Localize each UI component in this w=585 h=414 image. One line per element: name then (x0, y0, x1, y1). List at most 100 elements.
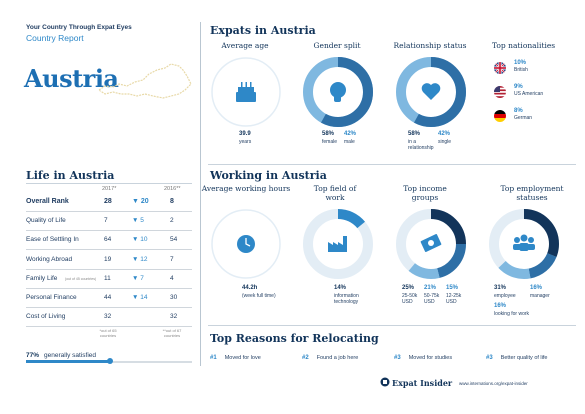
rank-2016: 30 (170, 294, 178, 301)
rank-2017: 28 (104, 198, 112, 205)
reason-number: #2 (302, 355, 309, 361)
satisfied-label: generally satisfied (44, 352, 97, 359)
nationality-item: 9% US American (494, 84, 574, 104)
rank-label-note: (out of 45 countries) (65, 276, 97, 281)
reasons-section-title: Top Reasons for Relocating (210, 332, 379, 345)
nationality-item: 10% British (494, 60, 574, 80)
rank-2017: 64 (104, 236, 112, 244)
income-group-percent: 15% (446, 285, 459, 291)
rank-change: ▼ 5 (132, 217, 144, 225)
nationality-percent: 10% (514, 60, 527, 66)
rank-row: Ease of Settling In 64 ▼ 10 54 (26, 231, 192, 251)
reason-label: Moved for studies (408, 355, 453, 361)
rank-2016: 32 (170, 313, 178, 321)
rank-2017: 11 (104, 274, 111, 282)
reason-item: #1 Moved for love (210, 355, 261, 361)
female-label: female (322, 139, 338, 145)
nationality-percent: 9% (514, 84, 523, 90)
divider (208, 164, 576, 165)
col-2017-header: 2017* (102, 186, 117, 192)
rank-2017: 19 (104, 255, 112, 263)
female-percent: 58% (322, 131, 335, 137)
income-groups-donut (395, 209, 466, 279)
nationalities-title: Top nationalities (492, 41, 556, 50)
single-percent: 42% (438, 131, 451, 137)
relationship-donut (396, 57, 466, 127)
reason-number: #3 (486, 355, 493, 361)
rank-row: Cost of Living 32 32 (26, 308, 192, 328)
rank-label: Overall Rank (26, 198, 69, 205)
factory-icon (328, 236, 347, 252)
head-profile-icon (330, 82, 346, 102)
people-group-icon (513, 234, 535, 251)
income-groups-title: Top income groups (403, 184, 447, 202)
divider (26, 183, 192, 184)
footer-logo-text: Expat Insider (392, 378, 453, 388)
clock-icon (237, 235, 255, 253)
de-flag-icon (494, 110, 506, 122)
male-label: male (344, 139, 355, 145)
rank-label: Cost of Living (26, 313, 66, 321)
footer-url[interactable]: www.internations.org/expat-insider (459, 381, 528, 386)
working-hours-ring (211, 209, 281, 279)
employment-label: manager (530, 293, 550, 299)
cake-icon (236, 82, 256, 102)
life-section-title: Life in Austria (26, 169, 115, 182)
report-subtitle: Country Report (26, 33, 84, 43)
in-relationship-percent: 58% (408, 131, 421, 137)
working-section-title: Working in Austria (210, 169, 327, 182)
nationality-name: US American (514, 91, 544, 97)
rank-label: Quality of Life (26, 217, 66, 225)
rank-label: Ease of Settling In (26, 236, 79, 244)
rank-row: Quality of Life 7 ▼ 5 2 (26, 212, 192, 232)
uk-flag-icon (494, 62, 506, 74)
nationality-name: German (514, 115, 533, 121)
note-2017: *out of 65 countries (99, 328, 117, 338)
rank-2016: 7 (170, 255, 174, 263)
average-age-unit: years (239, 139, 252, 145)
single-label: single (438, 139, 452, 145)
rank-label: Working Abroad (26, 255, 73, 263)
nationality-item: 8% German (494, 108, 574, 128)
income-group-label: 50-75k USD (424, 293, 440, 305)
satisfaction-fill (26, 360, 111, 363)
austria-map-outline (97, 63, 192, 99)
field-of-work-donut (303, 209, 373, 279)
divider (208, 325, 576, 326)
employment-label: employee (494, 293, 516, 299)
rank-2016: 54 (170, 236, 178, 244)
employment-percent: 31% (494, 285, 507, 291)
employment-label: looking for work (494, 311, 530, 317)
rank-change: ▼ 7 (132, 274, 144, 282)
average-age-title: Average age (221, 41, 269, 50)
gender-title: Gender split (313, 41, 361, 50)
relationship-title: Relationship status (393, 41, 467, 50)
rank-change: ▼ 14 (132, 294, 148, 301)
rank-label: Personal Finance (26, 294, 77, 301)
rank-2016: 2 (170, 217, 174, 225)
rank-2017: 7 (104, 217, 108, 225)
working-hours-unit: (week full time) (242, 293, 276, 299)
in-relationship-label: in a relationship (408, 139, 434, 151)
column-divider (200, 22, 201, 366)
income-group-label: 25-50k USD (402, 293, 418, 305)
heart-icon (421, 83, 441, 100)
rank-row: Working Abroad 19 ▼ 12 7 (26, 251, 192, 270)
brand-title: Your Country Through Expat Eyes (26, 24, 132, 31)
rank-2016: 8 (170, 198, 174, 205)
country-title: Austria (24, 64, 119, 93)
reason-number: #3 (394, 355, 401, 361)
employment-donut (489, 209, 559, 279)
rank-change: ▼ 12 (132, 255, 148, 263)
gender-donut (303, 57, 373, 127)
average-age-value: 39.9 (239, 131, 251, 137)
satisfaction-marker (107, 358, 114, 364)
reason-item: #2 Found a job here (302, 355, 358, 361)
reason-label: Found a job here (316, 355, 359, 361)
note-2016: **out of 67 countries (162, 328, 182, 338)
average-age-ring (211, 57, 281, 127)
reason-item: #3 Better quality of life (486, 355, 547, 361)
expat-insider-logo-icon (380, 377, 390, 387)
field-of-work-title: Top field of work (313, 184, 357, 202)
rank-change: ▼ 20 (132, 198, 149, 205)
